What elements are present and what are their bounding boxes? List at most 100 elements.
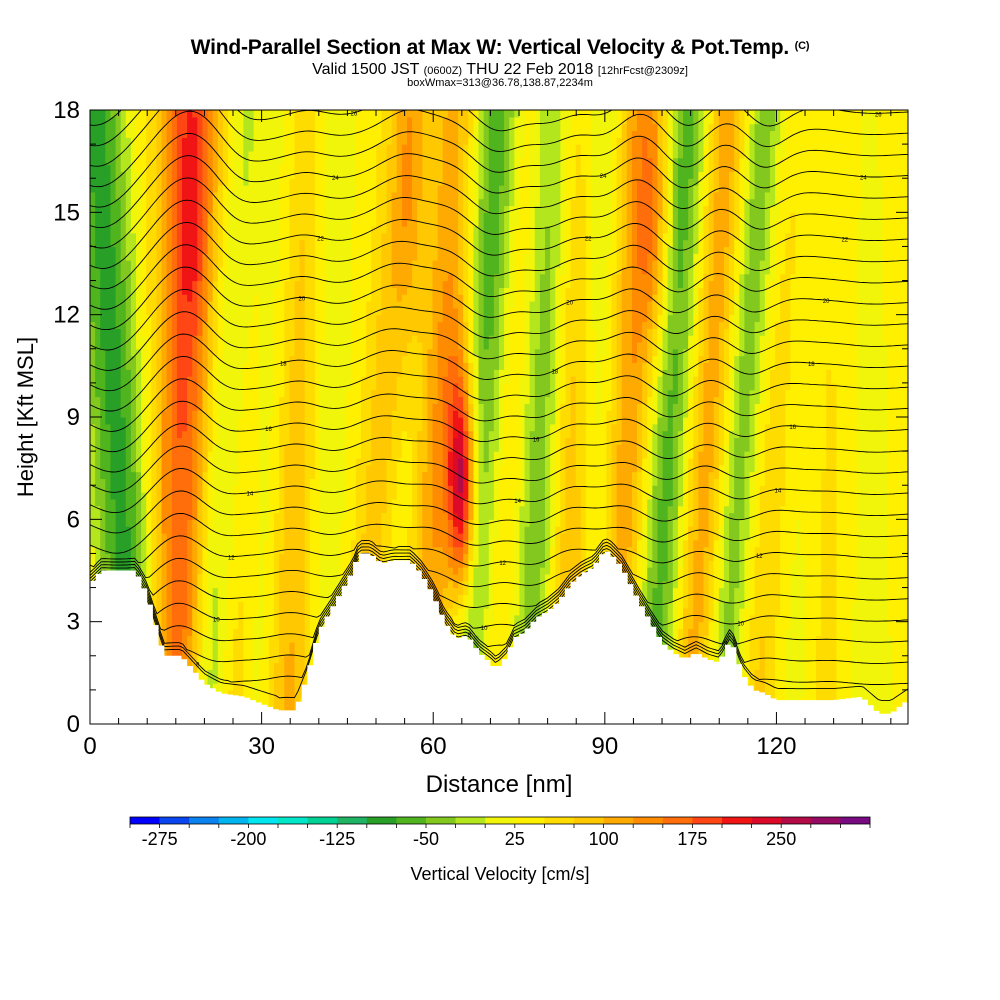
velocity-cell (289, 478, 296, 486)
velocity-cell (110, 205, 117, 213)
velocity-cell (258, 123, 265, 132)
velocity-cell (289, 498, 296, 507)
velocity-cell (187, 232, 193, 241)
velocity-cell (263, 171, 270, 179)
velocity-cell (120, 164, 127, 172)
velocity-cell (258, 294, 265, 302)
velocity-cell (105, 382, 112, 391)
velocity-cell (345, 437, 352, 445)
velocity-cell (115, 178, 122, 186)
velocity-cell (263, 246, 270, 254)
velocity-cell (192, 451, 198, 459)
velocity-cell (274, 457, 280, 466)
velocity-cell (248, 116, 255, 125)
velocity-cell (222, 655, 229, 664)
velocity-cell (345, 116, 352, 125)
velocity-cell (243, 587, 250, 595)
velocity-cell (268, 328, 275, 336)
velocity-cell (171, 546, 178, 555)
velocity-cell (258, 137, 265, 145)
velocity-cell (284, 703, 290, 711)
velocity-cell (100, 266, 106, 275)
velocity-cell (268, 492, 275, 500)
velocity-cell (304, 451, 311, 459)
velocity-cell (95, 171, 101, 179)
velocity-cell (314, 485, 321, 493)
velocity-cell (253, 396, 260, 404)
velocity-cell (171, 335, 178, 343)
velocity-cell (110, 437, 117, 445)
velocity-cell (253, 253, 260, 261)
velocity-cell (309, 621, 316, 630)
velocity-cell (176, 457, 183, 466)
velocity-cell (105, 464, 112, 473)
velocity-cell (217, 417, 224, 425)
velocity-cell (314, 171, 321, 179)
velocity-cell (207, 512, 214, 520)
velocity-cell (360, 492, 367, 500)
velocity-cell (309, 614, 316, 623)
velocity-cell (233, 498, 239, 507)
velocity-cell (100, 423, 106, 432)
velocity-cell (366, 219, 372, 227)
velocity-cell (233, 628, 239, 636)
velocity-cell (299, 212, 306, 220)
velocity-cell (176, 219, 183, 227)
velocity-cell (238, 348, 244, 357)
velocity-cell (325, 451, 331, 459)
velocity-cell (274, 348, 280, 357)
velocity-cell (176, 335, 183, 343)
velocity-cell (105, 478, 112, 486)
velocity-cell (299, 239, 306, 248)
velocity-cell (228, 150, 234, 159)
velocity-cell (243, 403, 250, 411)
velocity-cell (176, 198, 183, 207)
velocity-cell (314, 219, 321, 227)
velocity-cell (366, 273, 372, 282)
velocity-cell (325, 225, 331, 234)
velocity-cell (366, 294, 372, 302)
velocity-cell (166, 321, 173, 329)
velocity-cell (294, 546, 301, 555)
velocity-cell (120, 191, 127, 200)
velocity-cell (176, 396, 183, 404)
velocity-cell (212, 335, 219, 343)
velocity-cell (171, 567, 178, 575)
velocity-cell (299, 307, 306, 316)
velocity-cell (151, 485, 158, 493)
velocity-cell (248, 321, 255, 329)
velocity-cell (355, 266, 362, 275)
velocity-cell (90, 307, 96, 316)
velocity-cell (274, 314, 280, 323)
velocity-cell (309, 376, 316, 384)
velocity-cell (115, 423, 122, 432)
velocity-cell (340, 294, 347, 302)
velocity-cell (120, 110, 127, 118)
velocity-cell (243, 573, 250, 582)
velocity-cell (176, 423, 183, 432)
velocity-cell (90, 553, 96, 561)
velocity-cell (120, 362, 127, 370)
velocity-cell (156, 601, 163, 609)
velocity-cell (268, 498, 275, 507)
velocity-cell (136, 389, 142, 398)
velocity-cell (151, 178, 158, 186)
velocity-cell (110, 335, 117, 343)
velocity-cell (141, 321, 147, 329)
velocity-cell (279, 212, 285, 220)
velocity-cell (258, 171, 265, 179)
velocity-cell (110, 464, 117, 473)
velocity-cell (258, 594, 265, 602)
velocity-cell (345, 157, 352, 166)
velocity-cell (105, 389, 112, 398)
velocity-cell (299, 471, 306, 479)
velocity-cell (217, 225, 224, 234)
velocity-cell (161, 287, 168, 295)
velocity-cell (176, 212, 183, 220)
velocity-cell (243, 560, 250, 568)
velocity-cell (294, 137, 301, 145)
velocity-cell (345, 239, 352, 248)
velocity-cell (105, 355, 112, 364)
velocity-cell (284, 669, 290, 677)
velocity-cell (156, 485, 163, 493)
